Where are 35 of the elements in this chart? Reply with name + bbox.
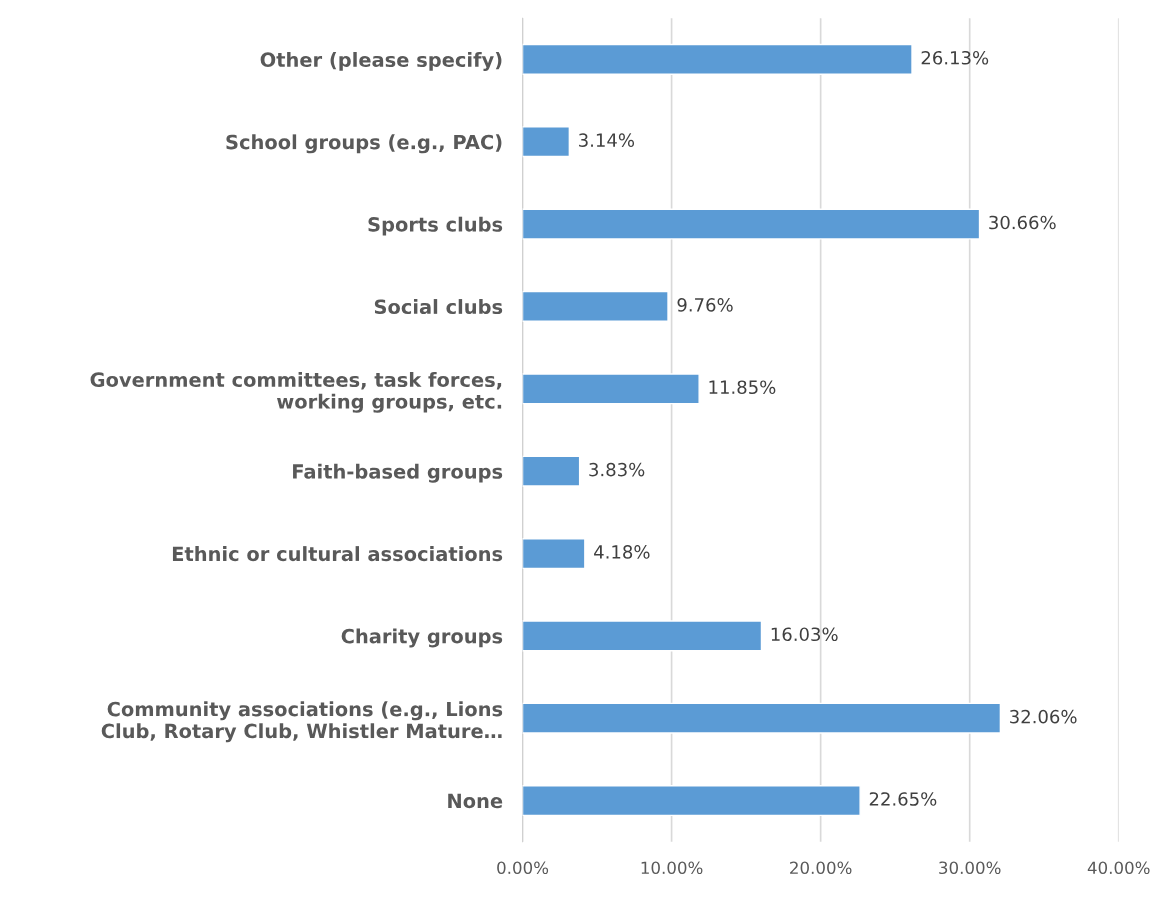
data-label: 3.14% bbox=[579, 133, 635, 147]
bar bbox=[522, 373, 700, 405]
y-tick-label: Other (please specify) bbox=[260, 51, 502, 71]
x-tick-label: 40.00% bbox=[1087, 861, 1150, 875]
y-tick-label: None bbox=[448, 793, 503, 809]
bar bbox=[522, 290, 669, 322]
data-label: 32.06% bbox=[1010, 709, 1077, 724]
data-label: 9.76% bbox=[677, 298, 733, 312]
x-tick-label: 30.00% bbox=[939, 861, 1001, 875]
y-tick-label: Community associations (e.g., Lions Club, Rotary Club, Whistler Mature… bbox=[101, 701, 503, 743]
bar bbox=[522, 126, 571, 158]
data-label: 26.13% bbox=[921, 50, 989, 65]
x-tick-label: 20.00% bbox=[790, 861, 852, 875]
data-label: 3.83% bbox=[589, 462, 645, 477]
bar bbox=[522, 785, 861, 817]
y-tick-label: School groups (e.g., PAC) bbox=[226, 134, 502, 154]
y-tick-label: Sports clubs bbox=[368, 216, 503, 236]
y-tick-label: Faith-based groups bbox=[293, 463, 503, 483]
data-label: 30.66% bbox=[989, 215, 1056, 230]
y-tick-label: Ethnic or cultural associations bbox=[172, 546, 503, 562]
y-tick-label: Social clubs bbox=[374, 299, 503, 315]
x-tick-label: 10.00% bbox=[641, 861, 703, 875]
data-label: 11.85% bbox=[709, 380, 776, 395]
bar bbox=[522, 455, 581, 487]
data-label: 16.03% bbox=[771, 627, 838, 642]
bar bbox=[522, 43, 913, 75]
data-label: 4.18% bbox=[594, 545, 650, 559]
y-tick-label: Charity groups bbox=[341, 628, 503, 648]
bar bbox=[522, 620, 763, 652]
bar bbox=[522, 208, 981, 240]
bar bbox=[522, 537, 586, 570]
bar bbox=[522, 702, 1002, 734]
x-tick-label: 0.00% bbox=[497, 861, 549, 875]
y-tick-label: Government committees, task forces, working groups, etc. bbox=[90, 372, 502, 413]
data-label: 22.65% bbox=[869, 792, 937, 806]
